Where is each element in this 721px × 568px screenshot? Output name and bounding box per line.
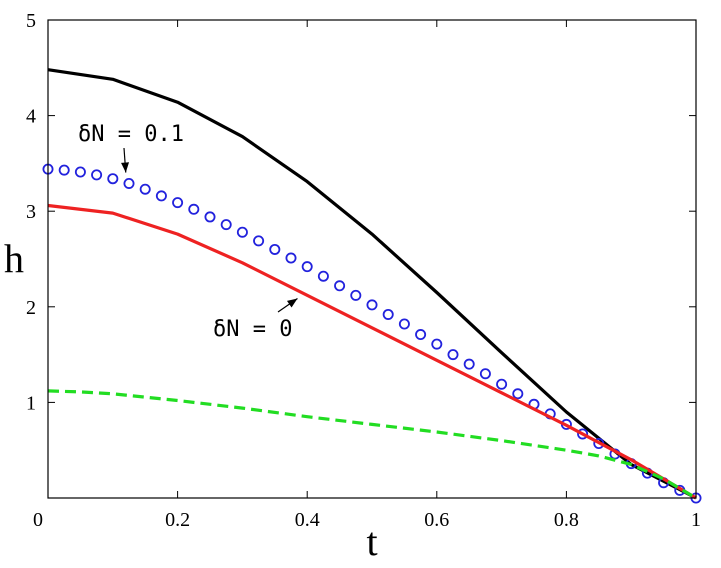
plot-frame xyxy=(47,19,697,499)
series-1-point xyxy=(188,203,200,215)
x-tick-label: 1 xyxy=(691,509,701,531)
series-1-point xyxy=(463,358,475,370)
x-tick-label: 0.2 xyxy=(165,509,190,531)
x-tick-label: 0.8 xyxy=(554,509,579,531)
series-1-point xyxy=(334,280,346,292)
series-1-point xyxy=(91,169,103,181)
series-1-point xyxy=(382,308,394,320)
annotation-label: δN = 0.1 xyxy=(78,122,184,147)
y-tick-label: 2 xyxy=(26,297,36,319)
series-1-point xyxy=(139,183,151,195)
series-1-point xyxy=(123,177,135,189)
series-1-point xyxy=(496,378,508,390)
series-1-point xyxy=(366,299,378,311)
y-axis-label: h xyxy=(4,236,24,281)
series-1-point xyxy=(398,318,410,330)
series-1-point xyxy=(512,388,524,400)
series-1-point xyxy=(220,219,232,231)
series-1-point xyxy=(577,428,589,440)
x-axis-label: t xyxy=(366,519,377,564)
y-tick-label: 4 xyxy=(26,106,36,128)
series-1-point xyxy=(107,173,119,185)
annotation-arrowhead xyxy=(286,298,298,308)
series-1-point xyxy=(236,226,248,238)
series-1-point xyxy=(301,261,313,273)
series-3-line xyxy=(47,389,697,500)
series-1-point xyxy=(447,349,459,361)
series-1-point xyxy=(58,164,70,176)
series-layer xyxy=(42,68,702,504)
series-1-point xyxy=(317,270,329,282)
series-1-point xyxy=(155,190,167,202)
x-tick-label: 0.6 xyxy=(424,509,449,531)
series-1-point xyxy=(269,243,281,255)
x-tick-label: 0 xyxy=(33,509,43,531)
y-tick-label: 5 xyxy=(26,10,36,32)
series-2-line xyxy=(47,203,697,500)
series-1-point xyxy=(431,338,443,350)
x-tick-label: 0.4 xyxy=(295,509,320,531)
series-1-point xyxy=(479,368,491,380)
series-1-point xyxy=(285,252,297,264)
annotation-layer: δN = 0.1 δN = 0 xyxy=(78,122,298,342)
annotation-arrowhead xyxy=(121,162,130,173)
series-0-line xyxy=(47,68,697,500)
y-tick-label: 3 xyxy=(26,201,36,223)
series-1-point xyxy=(253,235,265,247)
series-1-point xyxy=(74,166,86,178)
series-1-point xyxy=(350,289,362,301)
ticks-layer: 0 0.2 0.4 0.6 0.8 1 1 2 3 4 5 xyxy=(26,10,701,531)
y-tick-label: 1 xyxy=(26,392,36,414)
series-1-point xyxy=(172,197,184,209)
annotation-label: δN = 0 xyxy=(213,317,292,342)
series-1-point xyxy=(204,211,216,223)
series-1-point xyxy=(415,329,427,341)
